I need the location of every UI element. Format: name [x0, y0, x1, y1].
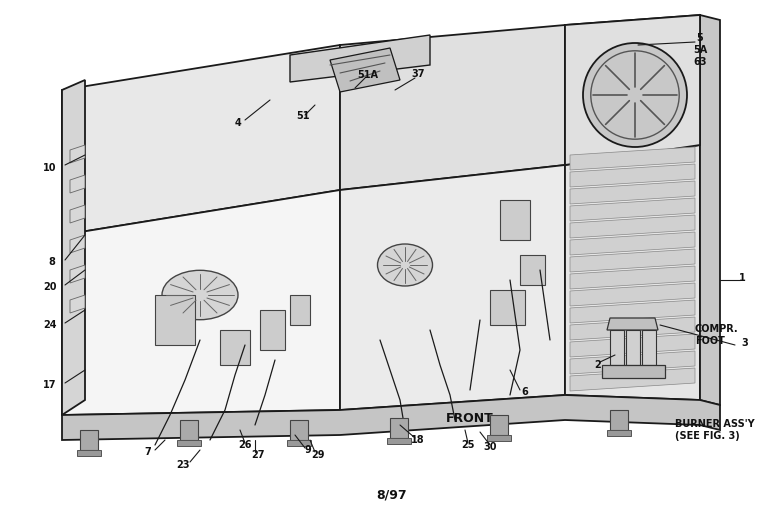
- Bar: [607, 430, 631, 436]
- Polygon shape: [290, 35, 430, 82]
- Text: 51A: 51A: [358, 70, 379, 80]
- Polygon shape: [70, 235, 85, 253]
- Bar: [77, 450, 101, 456]
- Polygon shape: [570, 215, 695, 238]
- Polygon shape: [340, 25, 565, 190]
- Polygon shape: [565, 15, 700, 165]
- Polygon shape: [570, 368, 695, 391]
- Circle shape: [583, 43, 687, 147]
- Ellipse shape: [162, 270, 238, 320]
- Bar: [610, 330, 624, 365]
- Text: 24: 24: [43, 320, 56, 330]
- Bar: [220, 330, 250, 365]
- Text: 63: 63: [693, 57, 706, 67]
- Bar: [610, 410, 628, 430]
- Text: 6: 6: [521, 387, 528, 397]
- Text: BURNER ASS'Y
(SEE FIG. 3): BURNER ASS'Y (SEE FIG. 3): [675, 419, 755, 441]
- Polygon shape: [570, 283, 695, 306]
- Polygon shape: [570, 334, 695, 357]
- Text: 4: 4: [234, 118, 241, 128]
- Text: 25: 25: [461, 440, 475, 450]
- Text: 51: 51: [296, 111, 310, 121]
- Text: 37: 37: [412, 69, 425, 79]
- Polygon shape: [570, 266, 695, 289]
- Polygon shape: [62, 80, 85, 415]
- Text: 1: 1: [739, 273, 746, 283]
- Bar: [290, 420, 308, 440]
- Polygon shape: [62, 190, 340, 415]
- Polygon shape: [570, 300, 695, 323]
- Polygon shape: [570, 198, 695, 221]
- Polygon shape: [330, 48, 400, 92]
- Bar: [490, 290, 525, 325]
- Text: 30: 30: [483, 442, 497, 452]
- Text: 18: 18: [411, 435, 425, 445]
- Polygon shape: [570, 232, 695, 255]
- Bar: [287, 440, 311, 446]
- Polygon shape: [570, 317, 695, 340]
- Polygon shape: [570, 181, 695, 204]
- Text: 9: 9: [305, 445, 311, 455]
- Bar: [490, 415, 508, 435]
- Polygon shape: [607, 318, 658, 330]
- Text: FRONT: FRONT: [446, 411, 494, 424]
- Bar: [155, 295, 195, 345]
- Bar: [260, 310, 285, 350]
- Polygon shape: [62, 395, 720, 440]
- Polygon shape: [570, 249, 695, 272]
- Bar: [180, 420, 198, 440]
- Polygon shape: [62, 45, 340, 235]
- Text: COMPR.
FOOT: COMPR. FOOT: [695, 324, 739, 346]
- Text: 8/97: 8/97: [376, 488, 408, 501]
- Bar: [290, 295, 310, 325]
- Text: 5A: 5A: [693, 45, 707, 55]
- Polygon shape: [70, 175, 85, 193]
- Text: 8: 8: [49, 257, 56, 267]
- Bar: [626, 330, 640, 365]
- Text: 3: 3: [742, 338, 749, 348]
- Text: 5: 5: [697, 33, 703, 43]
- Text: 26: 26: [238, 440, 252, 450]
- Bar: [487, 435, 511, 441]
- Text: 23: 23: [176, 460, 190, 470]
- Polygon shape: [340, 165, 565, 410]
- Bar: [520, 255, 545, 285]
- Polygon shape: [700, 15, 720, 405]
- Bar: [387, 438, 411, 444]
- Polygon shape: [570, 351, 695, 374]
- Text: 10: 10: [43, 163, 56, 173]
- Polygon shape: [570, 147, 695, 170]
- Bar: [642, 330, 656, 365]
- Text: 7: 7: [144, 447, 151, 457]
- Bar: [390, 418, 408, 438]
- Polygon shape: [70, 295, 85, 313]
- Polygon shape: [70, 265, 85, 283]
- Text: 29: 29: [311, 450, 325, 460]
- Bar: [80, 430, 98, 450]
- Text: 2: 2: [594, 360, 601, 370]
- Polygon shape: [565, 15, 700, 165]
- Polygon shape: [602, 365, 665, 378]
- Text: 27: 27: [251, 450, 265, 460]
- Polygon shape: [70, 145, 85, 163]
- Ellipse shape: [378, 244, 433, 286]
- Text: 20: 20: [43, 282, 56, 292]
- Polygon shape: [570, 164, 695, 187]
- Bar: [500, 200, 530, 240]
- Bar: [177, 440, 201, 446]
- Polygon shape: [70, 205, 85, 223]
- Polygon shape: [565, 145, 700, 400]
- Text: 17: 17: [43, 380, 56, 390]
